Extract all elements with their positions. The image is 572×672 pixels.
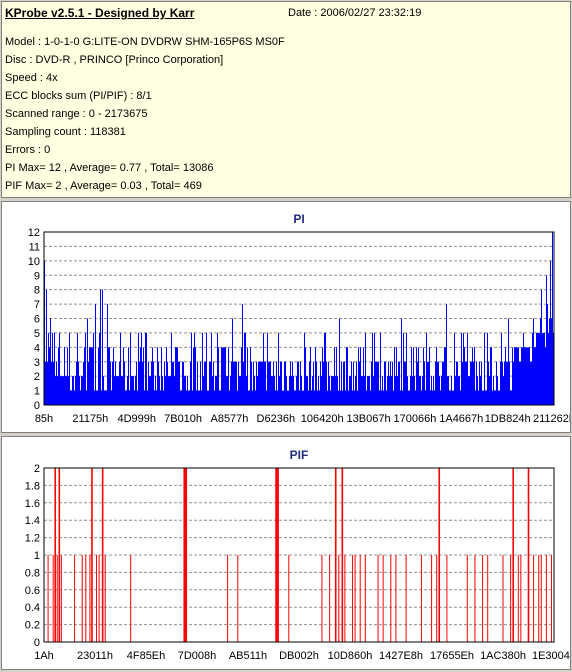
y-tick-label: 10: [28, 256, 40, 268]
x-tick-label: 7D008h: [178, 650, 217, 662]
chart-title: PI: [293, 212, 304, 226]
x-tick-label: 85h: [35, 413, 53, 425]
x-tick-label: 13B067h: [347, 413, 391, 425]
y-tick-label: 0: [34, 400, 40, 412]
x-tick-label: 1E3004h: [532, 650, 570, 662]
x-tick-label: 170066h: [393, 413, 436, 425]
info-ecc: ECC blocks sum (PI/PIF) : 8/1: [5, 90, 152, 102]
info-range: Scanned range : 0 - 2173675: [5, 108, 148, 120]
app-title: KProbe v2.5.1 - Designed by Karr: [5, 6, 195, 20]
y-tick-label: 0.8: [25, 567, 40, 579]
x-tick-label: AB511h: [229, 650, 267, 662]
x-tick-label: 1427E8h: [379, 650, 423, 662]
y-tick-label: 1: [34, 550, 40, 562]
x-tick-label: 4F85Eh: [127, 650, 166, 662]
x-tick-label: 1A4667h: [439, 413, 483, 425]
x-tick-label: 10D860h: [328, 650, 373, 662]
y-tick-label: 1.6: [25, 498, 40, 510]
info-disc: Disc : DVD-R , PRINCO [Princo Corporatio…: [5, 54, 224, 66]
info-errors: Errors : 0: [5, 144, 51, 156]
y-tick-label: 12: [28, 227, 40, 239]
y-tick-label: 4: [34, 342, 40, 354]
x-tick-label: 106420h: [301, 413, 344, 425]
plot-area: [43, 231, 555, 406]
chart-title: PIF: [290, 448, 309, 462]
y-tick-label: 1.2: [25, 533, 40, 545]
info-speed: Speed : 4x: [5, 72, 58, 84]
info-model: Model : 1-0-1-0 G:LITE-ON DVDRW SHM-165P…: [5, 36, 285, 48]
plot-area: [43, 467, 555, 643]
scan-date: Date : 2006/02/27 23:32:19: [288, 7, 422, 19]
y-tick-label: 1.4: [25, 515, 40, 527]
y-tick-label: 9: [34, 270, 40, 282]
info-pi-stats: PI Max= 12 , Average= 0.77 , Total= 1308…: [5, 162, 214, 174]
y-tick-label: 5: [34, 328, 40, 340]
pif-chart: PIF 0 0.2 0.4 0.6 0.8 1 1.2 1.4 1.6 1.8 2 1Ah 23011h 4…: [25, 448, 570, 662]
info-sampling: Sampling count : 118381: [5, 126, 126, 138]
pi-chart-panel: PI 0 1 2 3 4 5 6 7 8 9 10 11 12 85h 21175h 4D999h 7B010h A…: [1, 201, 571, 433]
x-tick-label: 1Ah: [34, 650, 54, 662]
y-tick-label: 7: [34, 299, 40, 311]
y-tick-label: 3: [34, 357, 40, 369]
y-tick-label: 0.6: [25, 585, 40, 597]
x-tick-label: 17655Eh: [430, 650, 474, 662]
y-tick-label: 0.4: [25, 602, 40, 614]
y-tick-label: 8: [34, 285, 40, 297]
x-tick-label: A8577h: [210, 413, 248, 425]
x-tick-label: 211262h: [533, 413, 570, 425]
x-tick-label: 1AC380h: [480, 650, 526, 662]
x-tick-label: 1DB824h: [485, 413, 531, 425]
y-tick-label: 2: [34, 463, 40, 475]
info-pif-stats: PIF Max= 2 , Average= 0.03 , Total= 469: [5, 180, 202, 192]
y-tick-label: 1.8: [25, 480, 40, 492]
y-tick-label: 1: [34, 386, 40, 398]
x-tick-label: D6236h: [257, 413, 296, 425]
pif-bars: [47, 468, 552, 642]
y-tick-label: 0: [34, 637, 40, 649]
x-tick-label: 21175h: [72, 413, 108, 425]
x-tick-label: 7B010h: [164, 413, 202, 425]
x-tick-label: 4D999h: [117, 413, 156, 425]
y-tick-label: 2: [34, 371, 40, 383]
x-tick-label: 23011h: [77, 650, 113, 662]
x-tick-label: DB002h: [279, 650, 319, 662]
y-tick-label: 0.2: [25, 620, 40, 632]
info-panel: KProbe v2.5.1 - Designed by Karr Date : …: [1, 1, 571, 198]
y-tick-label: 11: [29, 241, 40, 253]
y-tick-label: 6: [34, 314, 40, 326]
pif-chart-panel: PIF 0 0.2 0.4 0.6 0.8 1 1.2 1.4 1.6 1.8 2 1Ah 23011h 4…: [1, 436, 571, 670]
